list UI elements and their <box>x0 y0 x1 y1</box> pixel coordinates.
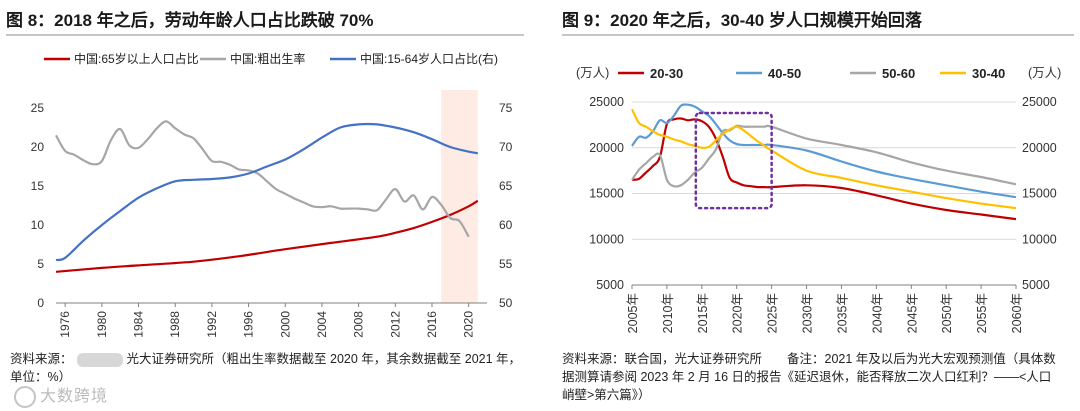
series-line-2 <box>55 120 470 238</box>
y-left-tick-label: 5 <box>37 257 44 271</box>
x-tick-label: 1992 <box>205 311 219 338</box>
right-chart: 5000 5000 10000 10000 15000 15000 20000 20000 25… <box>576 66 1061 333</box>
x-tick-label: 2010年 <box>661 293 675 333</box>
x-tick-label: 2012 <box>388 311 402 338</box>
left-chart-title: 图 8：2018 年之后，劳动年龄人口占比跌破 70% <box>6 11 374 30</box>
x-tick-label: 1980 <box>95 311 109 338</box>
left-title-rule <box>6 34 524 36</box>
y-left-tick-label: 0 <box>37 296 44 310</box>
highlight-box <box>694 111 773 210</box>
series-line-1 <box>631 117 1017 221</box>
y-left-tick-label: 10000 <box>589 232 624 246</box>
y-right-tick-label: 10000 <box>1022 232 1057 246</box>
right-source-line2: 据测算请参阅 2023 年 2 月 16 日的报告《延迟退休，能否释放二次人口红… <box>562 370 1052 384</box>
legend-label-2: 中国:粗出生率 <box>230 51 305 66</box>
y-right-tick-label: 25000 <box>1022 95 1057 109</box>
x-tick-label: 2025年 <box>766 293 780 333</box>
watermark: 大数跨境 <box>14 382 108 408</box>
y-right-tick-label: 20000 <box>1022 141 1057 155</box>
right-chart-title: 图 9：2020 年之后，30-40 岁人口规模开始回落 <box>562 11 922 30</box>
x-tick-label: 2008 <box>352 311 366 338</box>
highlight-band <box>441 90 478 303</box>
legend-label-3: 50-60 <box>882 66 915 81</box>
right-source-line1: 资料来源：联合国，光大证券研究所 备注：2021 年及以后为光大宏观预测值（具体… <box>562 352 1056 366</box>
y-left-tick-label: 20000 <box>589 141 624 155</box>
x-tick-label: 2015年 <box>696 293 710 333</box>
watermark-logo-icon <box>14 385 36 408</box>
unit-right-label: (万人) <box>1028 66 1061 80</box>
y-right-tick-label: 5000 <box>1022 278 1050 292</box>
legend-label-1: 中国:65岁以上人口占比 <box>74 51 199 66</box>
y-left-tick-label: 25000 <box>589 95 624 109</box>
left-source-line2: 单位：%） <box>10 370 72 384</box>
left-source-note: 资料来源： 光大证券研究所（粗出生率数据截至 2020 年，其余数据截至 2021… <box>10 350 530 386</box>
y-left-tick-label: 15000 <box>589 187 624 201</box>
watermark-text: 大数跨境 <box>40 388 109 405</box>
right-source-line3: 峭壁>第六篇》） <box>562 388 651 402</box>
legend-label-1: 20-30 <box>650 66 683 81</box>
right-title-rule <box>562 34 1074 36</box>
y-left-tick-label: 25 <box>31 101 45 115</box>
x-tick-label: 2030年 <box>801 293 815 333</box>
left-chart: 0 5 10 15 20 25 50 55 60 65 70 75 1976 1980 1984 1988 19… <box>31 51 513 338</box>
redacted-mark <box>76 352 123 367</box>
y-right-tick-label: 15000 <box>1022 187 1057 201</box>
series-line-4 <box>631 108 1017 210</box>
legend-label-3: 中国:15-64岁人口占比(右) <box>360 51 498 66</box>
series-line-3 <box>55 122 478 262</box>
left-source-prefix: 资料来源： <box>10 352 73 366</box>
x-tick-label: 2004 <box>315 311 329 338</box>
series-line-3 <box>631 124 1017 188</box>
x-tick-label: 1988 <box>168 311 182 338</box>
x-tick-label: 2000 <box>278 311 292 338</box>
x-tick-label: 1984 <box>132 311 146 338</box>
left-source-rest: 光大证券研究所（粗出生率数据截至 2020 年，其余数据截至 2021 年， <box>126 352 522 366</box>
x-tick-label: 1996 <box>242 311 256 338</box>
y-right-tick-label: 75 <box>499 101 513 115</box>
y-right-tick-label: 55 <box>499 257 513 271</box>
x-tick-label: 2020年 <box>731 293 745 333</box>
y-left-tick-label: 15 <box>31 179 45 193</box>
y-right-tick-label: 60 <box>499 218 513 232</box>
x-tick-label: 2035年 <box>835 293 849 333</box>
x-tick-label: 2060年 <box>1010 293 1024 333</box>
y-left-tick-label: 5000 <box>596 278 624 292</box>
x-tick-label: 2045年 <box>905 293 919 333</box>
y-right-tick-label: 70 <box>499 140 513 154</box>
right-source-note: 资料来源：联合国，光大证券研究所 备注：2021 年及以后为光大宏观预测值（具体… <box>562 350 1078 404</box>
series-line-2 <box>631 103 1017 199</box>
legend-label-2: 40-50 <box>768 66 801 81</box>
x-tick-label: 2005年 <box>626 293 640 333</box>
x-tick-label: 2050年 <box>940 293 954 333</box>
x-tick-label: 2055年 <box>975 293 989 333</box>
y-right-tick-label: 50 <box>499 296 513 310</box>
y-left-tick-label: 10 <box>31 218 45 232</box>
x-tick-label: 2020 <box>462 311 476 338</box>
x-tick-label: 2016 <box>425 311 439 338</box>
x-tick-label: 2040年 <box>870 293 884 333</box>
legend-label-4: 30-40 <box>972 66 1005 81</box>
unit-left-label: (万人) <box>576 66 609 80</box>
x-tick-label: 1976 <box>58 311 72 338</box>
y-right-tick-label: 65 <box>499 179 513 193</box>
y-left-tick-label: 20 <box>31 140 45 154</box>
